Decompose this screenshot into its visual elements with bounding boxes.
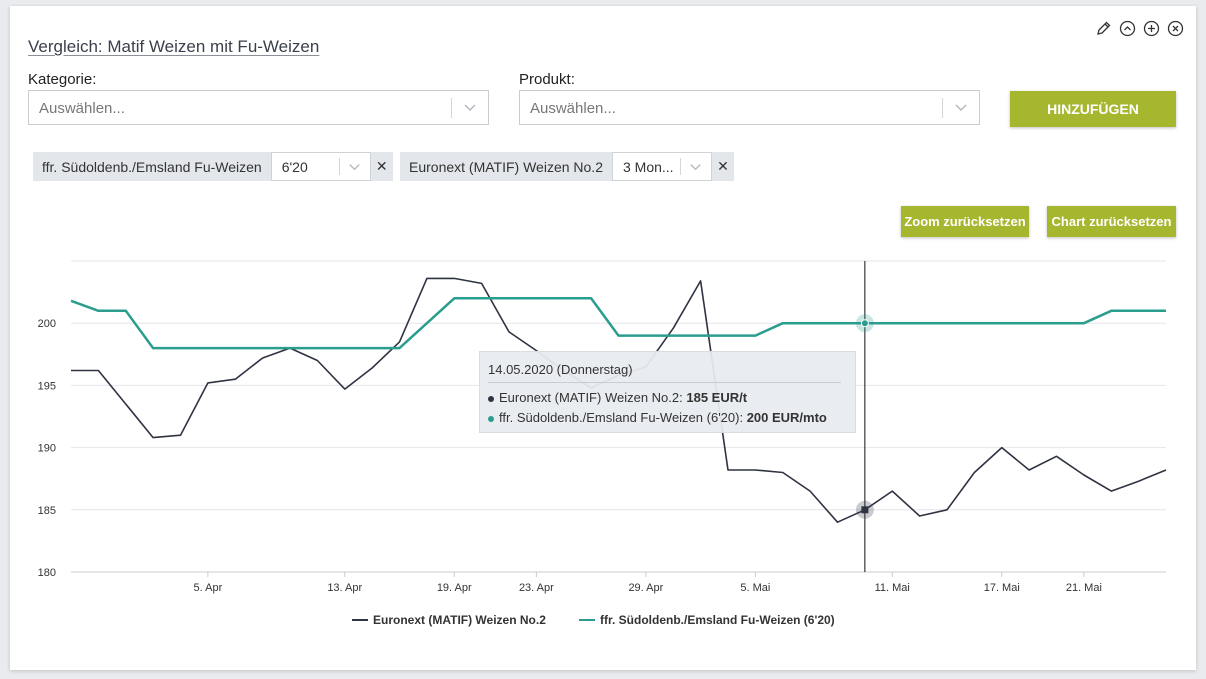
tooltip-row-label: ffr. Südoldenb./Emsland Fu-Weizen (6'20)…	[499, 410, 747, 425]
chart-tooltip: 14.05.2020 (Donnerstag) Euronext (MATIF)…	[479, 351, 856, 433]
chevron-down-icon[interactable]	[953, 99, 969, 115]
legend-item-matif[interactable]: Euronext (MATIF) Weizen No.2	[352, 613, 546, 627]
chart-panel: Vergleich: Matif Weizen mit Fu-Weizen Ka…	[10, 6, 1196, 670]
chip-period-value: 6'20	[281, 159, 308, 175]
legend-swatch	[579, 619, 595, 621]
close-circle-icon[interactable]	[1167, 20, 1184, 37]
remove-chip-close-icon[interactable]: ✕	[717, 158, 729, 174]
remove-chip-close-icon[interactable]: ✕	[375, 158, 388, 174]
product-select[interactable]: Auswählen...	[519, 90, 980, 125]
chip-label: Euronext (MATIF) Weizen No.2	[409, 158, 603, 175]
y-tick-label: 190	[38, 443, 56, 455]
x-tick-label: 17. Mai	[984, 582, 1020, 594]
tooltip-row-value: 200 EUR/mto	[746, 410, 827, 425]
x-tick-label: 19. Apr	[437, 582, 472, 594]
category-label: Kategorie:	[28, 71, 97, 88]
legend-swatch	[352, 619, 368, 621]
selected-series-chip: Euronext (MATIF) Weizen No.2 3 Mon... ✕	[400, 152, 734, 181]
tooltip-divider	[488, 382, 841, 383]
hover-point-matif	[861, 506, 869, 514]
series-dot-icon	[488, 395, 494, 402]
select-separator	[338, 158, 340, 175]
tooltip-date: 14.05.2020 (Donnerstag)	[488, 362, 633, 377]
y-tick-label: 195	[38, 380, 56, 392]
x-tick-label: 29. Apr	[628, 582, 663, 594]
x-tick-label: 5. Mai	[740, 582, 770, 594]
series-line-fu	[70, 297, 1166, 350]
y-tick-label: 185	[38, 505, 56, 517]
select-separator	[451, 98, 452, 118]
product-placeholder: Auswählen...	[530, 100, 616, 117]
legend-item-fu[interactable]: ffr. Südoldenb./Emsland Fu-Weizen (6'20)	[579, 613, 835, 627]
select-separator	[942, 98, 943, 118]
tooltip-row-value: 185 EUR/t	[686, 390, 748, 405]
tooltip-row-label: Euronext (MATIF) Weizen No.2:	[499, 390, 687, 405]
add-button[interactable]: HINZUFÜGEN	[1010, 91, 1176, 127]
legend-label: ffr. Südoldenb./Emsland Fu-Weizen (6'20)	[600, 613, 835, 627]
chevron-down-icon[interactable]	[688, 159, 703, 174]
hover-point-fu	[860, 319, 869, 328]
tooltip-row-fu: ffr. Südoldenb./Emsland Fu-Weizen (6'20)…	[488, 410, 827, 425]
x-tick-label: 5. Apr	[194, 582, 223, 594]
line-chart[interactable]: 180 185 190 195 200 5. Apr 13. Apr 19. Apr 23. A…	[10, 6, 1196, 670]
panel-title: Vergleich: Matif Weizen mit Fu-Weizen	[28, 37, 320, 56]
y-tick-label: 200	[38, 318, 56, 330]
pencil-icon[interactable]	[1095, 20, 1112, 37]
chip-period-value: 3 Mon...	[622, 159, 674, 175]
x-tick-label: 21. Mai	[1066, 582, 1102, 594]
series-dot-icon	[488, 415, 494, 422]
x-tick-label: 23. Apr	[519, 582, 554, 594]
select-separator	[679, 158, 681, 175]
category-placeholder: Auswählen...	[39, 100, 125, 117]
chevron-up-circle-icon[interactable]	[1119, 20, 1136, 37]
y-tick-label: 180	[38, 567, 56, 579]
chip-period-select[interactable]: 6'20	[270, 152, 371, 181]
legend-label: Euronext (MATIF) Weizen No.2	[373, 613, 546, 627]
zoom-reset-button[interactable]: Zoom zurücksetzen	[901, 206, 1029, 237]
chevron-down-icon[interactable]	[462, 99, 478, 115]
category-select[interactable]: Auswählen...	[28, 90, 489, 125]
chip-period-select[interactable]: 3 Mon...	[611, 152, 712, 181]
window-controls	[1095, 20, 1184, 37]
x-tick-label: 11. Mai	[875, 582, 910, 594]
product-label: Produkt:	[519, 71, 575, 88]
chip-label: ffr. Südoldenb./Emsland Fu-Weizen	[42, 158, 262, 175]
selected-series-chip: ffr. Südoldenb./Emsland Fu-Weizen 6'20 ✕	[33, 152, 393, 181]
chart-reset-button[interactable]: Chart zurücksetzen	[1047, 206, 1176, 237]
tooltip-row-matif: Euronext (MATIF) Weizen No.2: 185 EUR/t	[488, 390, 747, 405]
x-tick-label: 13. Apr	[327, 582, 362, 594]
chevron-down-icon[interactable]	[347, 159, 362, 174]
plus-circle-icon[interactable]	[1143, 20, 1160, 37]
